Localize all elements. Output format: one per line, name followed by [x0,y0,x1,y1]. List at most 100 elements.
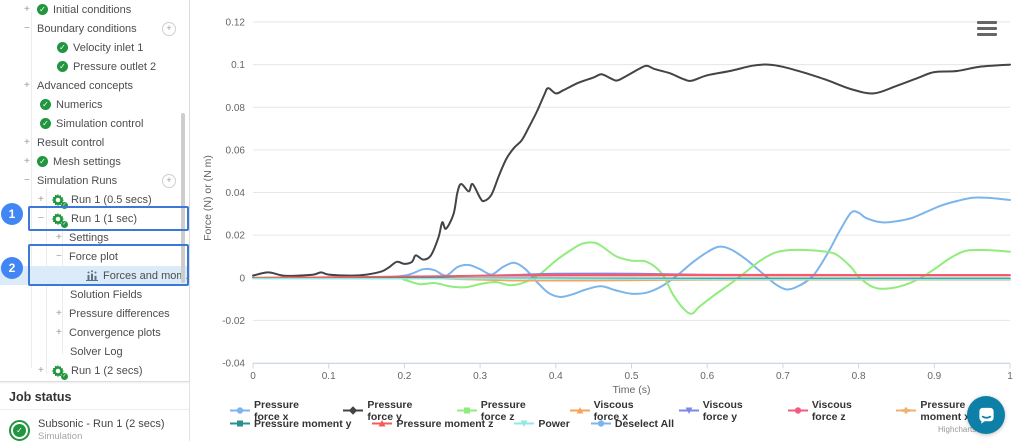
expand-icon[interactable]: + [24,137,30,148]
legend-item-deselect-all[interactable]: Deselect All [590,415,674,433]
job-status-item[interactable]: ✓ Subsonic - Run 1 (2 secs) Simulation [0,410,189,441]
collapse-icon[interactable]: − [24,175,30,186]
tree-item-settings[interactable]: + Settings [0,228,189,247]
tree-item-forces-and-moments[interactable]: Forces and mom... [0,266,189,285]
expand-icon[interactable]: + [38,365,44,376]
tree-item-label: Initial conditions [53,3,132,16]
add-item-button[interactable]: + [162,22,176,36]
add-item-button[interactable]: + [162,174,176,188]
tree-item-label: Solution Fields [70,288,143,301]
y-tick-label: -0.02 [222,316,245,327]
x-tick-label: 0.6 [700,371,714,382]
tree-item-label: Convergence plots [69,326,161,339]
tree-item-label: Run 1 (1 sec) [71,212,138,225]
tree-item-convergence-plots[interactable]: + Convergence plots [0,323,189,342]
x-tick-label: 0.1 [322,371,336,382]
run-gear-icon: ✓ [51,193,68,209]
tree-item-label: Velocity inlet 1 [73,41,144,54]
tree-item-simulation-runs[interactable]: − Simulation Runs + [0,171,189,190]
tree-item-numerics[interactable]: ✓ Numerics [0,95,189,114]
force-plot-chart: -0.04 -0.02 0 0.02 0.04 0.06 0.08 0.1 0.12 0 0.1 0.… [190,0,1024,441]
legend-marker-icon [896,402,917,420]
y-tick-label: 0.02 [226,231,246,242]
expand-icon[interactable]: + [24,156,30,167]
tree-item-mesh-settings[interactable]: + ✓ Mesh settings [0,152,189,171]
legend-label: Viscous force z [811,398,852,423]
legend-marker-icon [230,402,250,420]
tree-item-label: Run 1 (2 secs) [71,364,143,377]
tree-item-label: Solver Log [70,345,123,358]
legend-item-viscous-force-y[interactable]: Viscous force y [678,399,767,423]
legend-item-viscous-force-z[interactable]: Viscous force z [787,398,876,423]
legend-label: Viscous force x [593,398,634,423]
check-circle-icon: ✓ [57,42,68,53]
tree-item-simulation-control[interactable]: ✓ Simulation control [0,114,189,133]
series-pressure-force-z [252,241,1011,315]
legend-row: Pressure force x Pressure force y Pressure… [230,399,1002,423]
tree-item-force-plot[interactable]: − Force plot [0,247,189,266]
tree-item-label: Forces and mom... [103,269,189,282]
chat-bubble-icon [978,407,994,424]
expand-icon[interactable]: + [56,308,62,319]
check-circle-icon: ✓ [37,4,48,15]
legend-label: Pressure moment z [396,417,494,430]
tree-item-label: Pressure outlet 2 [73,60,157,73]
tree-item-label: Simulation Runs [37,174,118,187]
legend-item-power[interactable]: Power [514,415,570,433]
tree-item-result-control[interactable]: + Result control [0,133,189,152]
tree-guide-line [62,228,63,354]
tree-item-solver-log[interactable]: Solver Log [0,342,189,361]
collapse-icon[interactable]: − [24,23,30,34]
chart-legend: Pressure force x Pressure force y Pressure… [230,399,1002,433]
y-tick-label: 0.04 [226,188,246,199]
collapse-icon[interactable]: − [56,251,62,262]
series-power [252,277,1011,281]
legend-item-pressure-moment-z[interactable]: Pressure moment z [372,415,493,433]
collapse-icon[interactable]: − [38,213,44,224]
tree-item-label: Settings [69,231,109,244]
expand-icon[interactable]: + [24,4,30,15]
simulation-tree-sidebar: + ✓ Initial conditions − Boundary conditions… [0,0,190,441]
legend-marker-icon [678,402,699,420]
y-tick-label: 0 [239,273,245,284]
sidebar-scrollbar[interactable] [181,113,185,283]
tree-item-label: Mesh settings [53,155,121,168]
tree-item-run-1-2-secs[interactable]: + ✓ Run 1 (2 secs) [0,361,189,380]
legend-item-viscous-force-x[interactable]: Viscous force x [569,398,658,423]
expand-icon[interactable]: + [56,327,62,338]
tree-item-initial-conditions[interactable]: + ✓ Initial conditions [0,0,189,19]
tree-item-advanced-concepts[interactable]: + Advanced concepts [0,76,189,95]
expand-icon[interactable]: + [38,194,44,205]
expand-icon[interactable]: + [56,232,62,243]
x-tick-label: 0.2 [397,371,411,382]
tree-item-solution-fields[interactable]: Solution Fields [0,285,189,304]
tree-item-label: Run 1 (0.5 secs) [71,193,152,206]
y-tick-label: 0.1 [231,60,245,71]
tree-item-boundary-conditions[interactable]: − Boundary conditions + [0,19,189,38]
legend-label: Power [538,417,570,430]
tree-item-velocity-inlet-1[interactable]: ✓ Velocity inlet 1 [0,38,189,57]
x-tick-label: 0.7 [776,371,790,382]
expand-icon[interactable]: + [24,80,30,91]
legend-label: Deselect All [614,417,674,430]
simulation-tree: + ✓ Initial conditions − Boundary conditions… [0,0,189,382]
tree-item-label: Pressure differences [69,307,170,320]
legend-item-pressure-moment-x[interactable]: Pressure moment x [896,399,1002,423]
legend-item-pressure-force-z[interactable]: Pressure force z [456,399,549,423]
job-success-icon: ✓ [9,419,30,441]
x-tick-label: 0.9 [927,371,941,382]
series-pressure-force-x [252,196,1011,298]
tree-item-run-1-1-sec[interactable]: − ✓ Run 1 (1 sec) [0,209,189,228]
tree-item-pressure-outlet-2[interactable]: ✓ Pressure outlet 2 [0,57,189,76]
legend-label: Pressure force x [254,398,299,423]
tree-item-run-1-05-secs[interactable]: + ✓ Run 1 (0.5 secs) [0,190,189,209]
legend-label: Pressure moment y [254,417,352,430]
tree-item-pressure-differences[interactable]: + Pressure differences [0,304,189,323]
check-circle-icon: ✓ [40,118,51,129]
legend-item-pressure-force-y[interactable]: Pressure force y [343,399,435,423]
chat-widget-button[interactable] [967,396,1005,434]
legend-item-pressure-moment-y[interactable]: Pressure moment y [230,415,351,433]
legend-item-pressure-force-x[interactable]: Pressure force x [230,399,322,423]
tree-item-label: Advanced concepts [37,79,134,92]
chart-context-menu-icon[interactable] [977,21,997,38]
